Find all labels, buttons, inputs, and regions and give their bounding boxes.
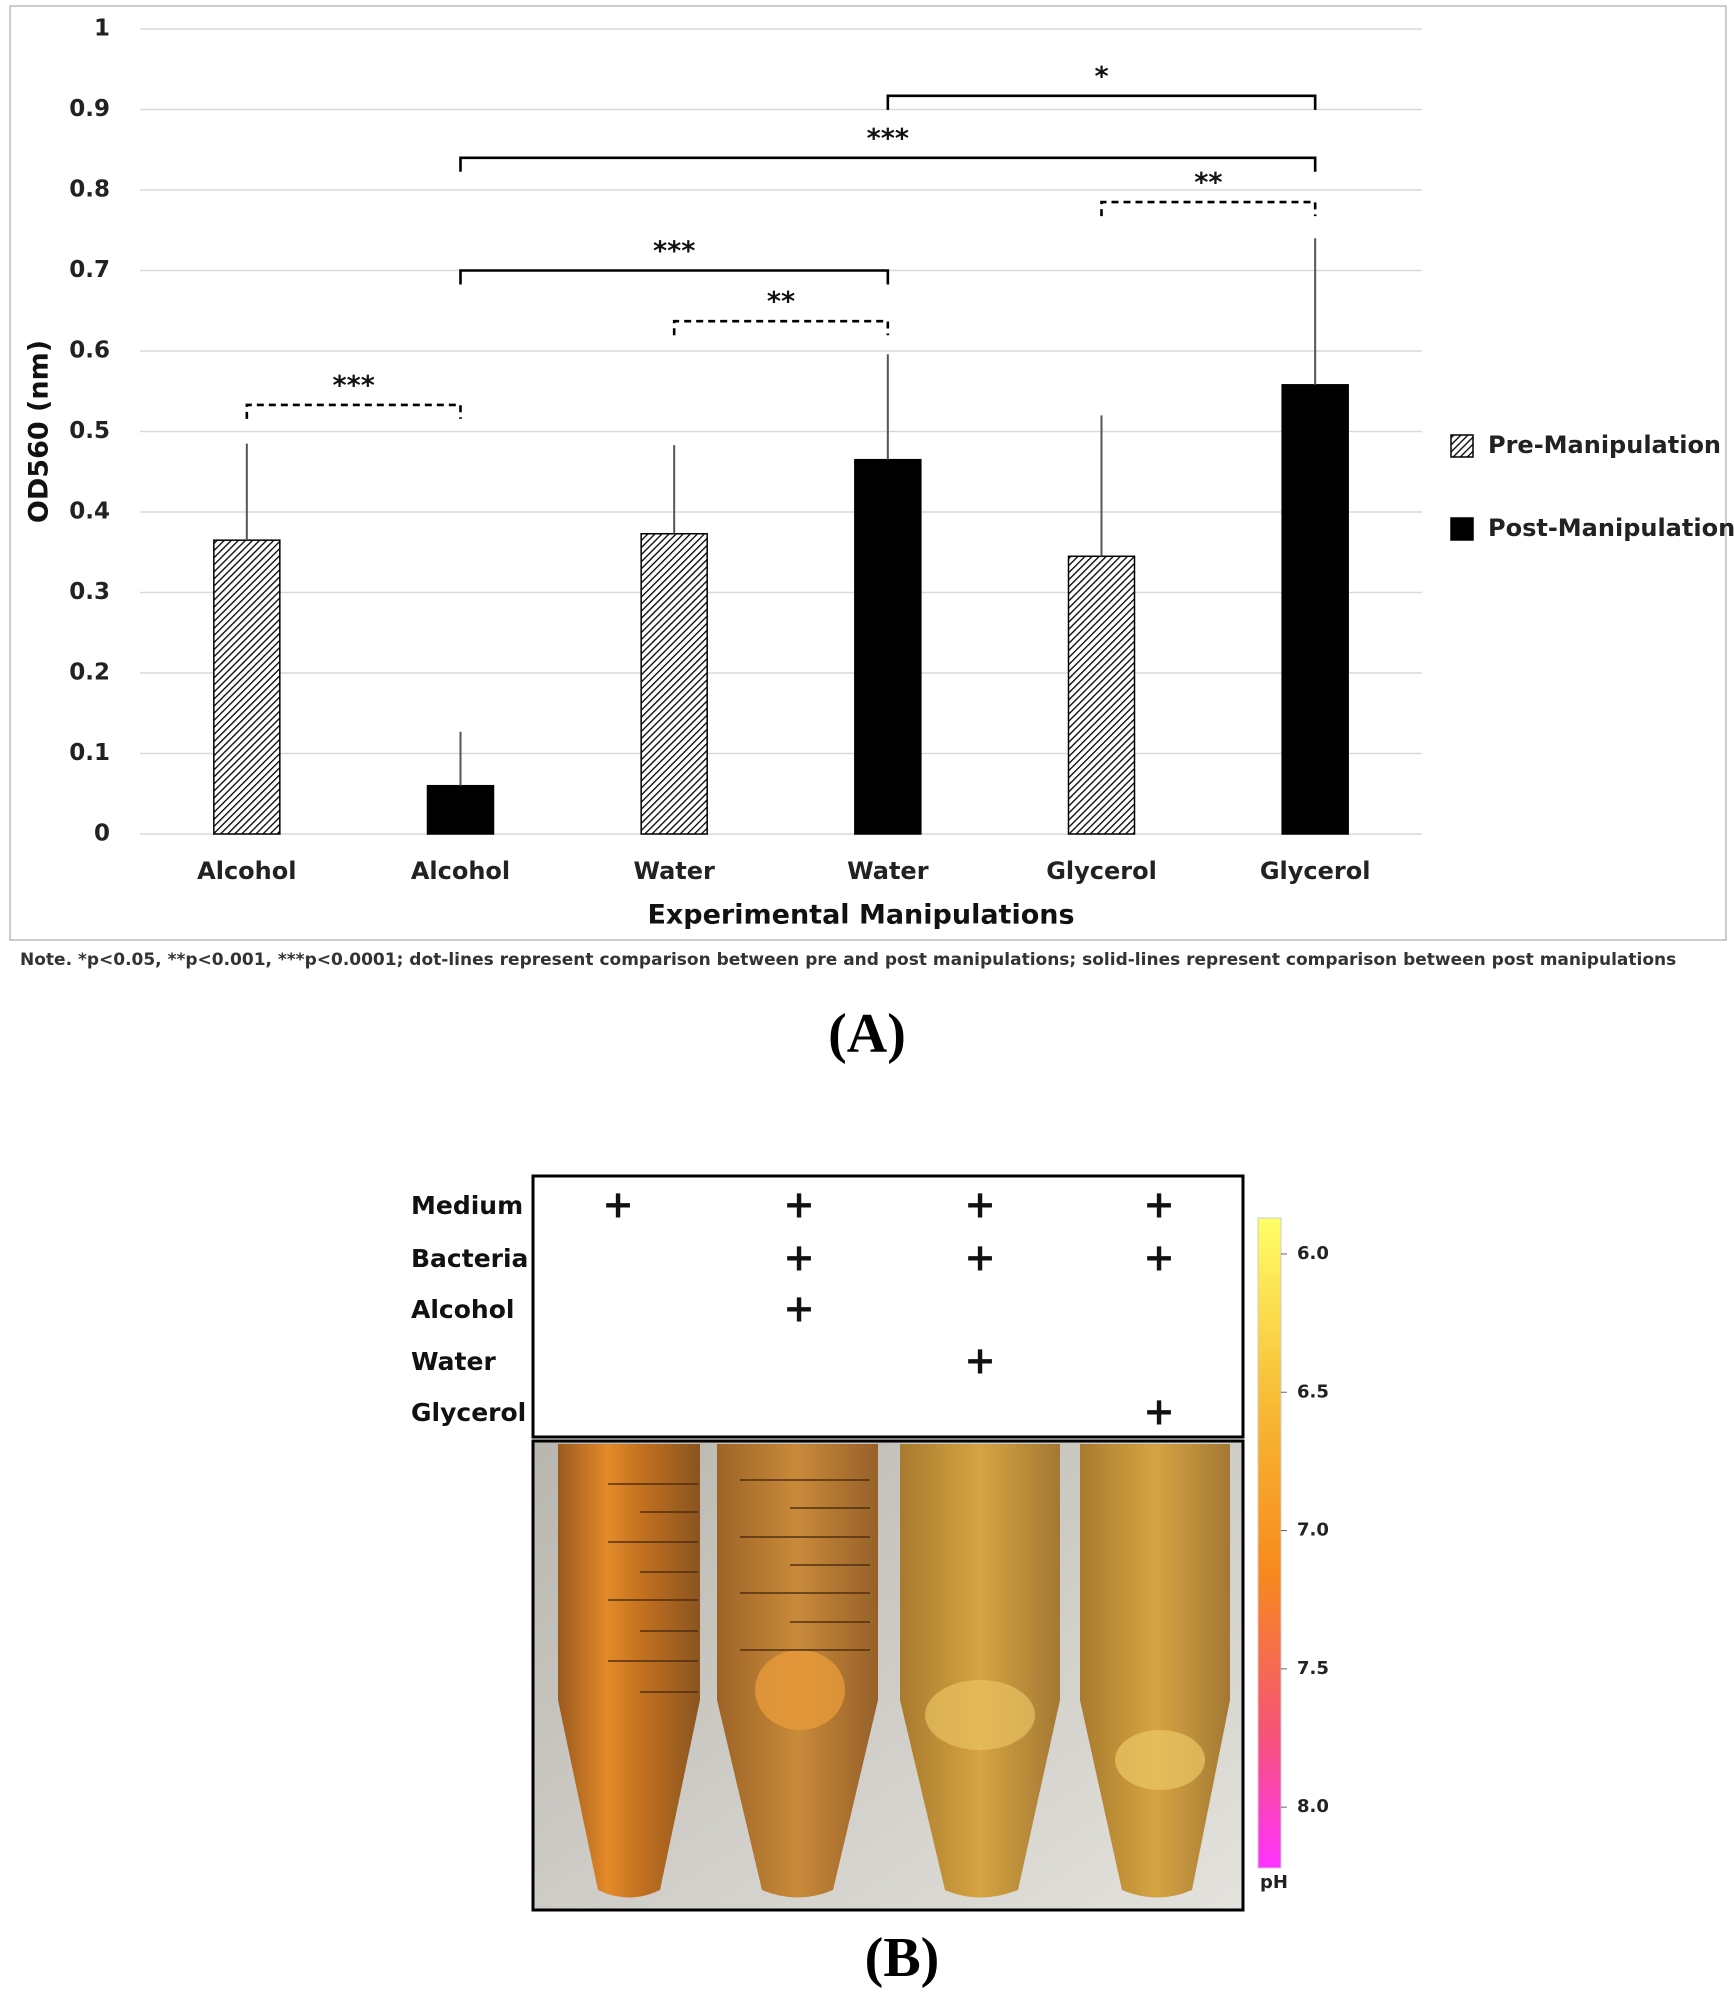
plus-mark: + bbox=[1143, 1183, 1175, 1227]
significance-label: *** bbox=[653, 236, 695, 267]
colorbar-tick-label: 7.0 bbox=[1297, 1520, 1329, 1541]
colorbar-tick-label: 8.0 bbox=[1297, 1796, 1329, 1817]
y-tick-label: 0.9 bbox=[69, 96, 110, 122]
plus-mark: + bbox=[783, 1183, 815, 1227]
y-axis-title: OD560 (nm) bbox=[24, 340, 55, 523]
note: Note. *p<0.05, **p<0.001, ***p<0.0001; d… bbox=[20, 950, 1676, 970]
y-tick-label: 0.5 bbox=[69, 418, 110, 444]
plus-mark: + bbox=[602, 1183, 634, 1227]
legend-label: Pre-Manipulation bbox=[1488, 431, 1721, 459]
plus-mark: + bbox=[964, 1236, 996, 1280]
bar bbox=[640, 532, 708, 835]
significance-label: * bbox=[1094, 61, 1108, 92]
colorbar-tick-label: 7.5 bbox=[1297, 1658, 1329, 1679]
row-label: Bacteria bbox=[411, 1244, 528, 1273]
plus-mark: + bbox=[1143, 1236, 1175, 1280]
x-tick-label: Glycerol bbox=[1260, 857, 1371, 885]
row-label: Glycerol bbox=[411, 1398, 526, 1427]
plus-mark: + bbox=[783, 1287, 815, 1331]
panel-label: (A) bbox=[828, 1003, 906, 1065]
row-label: Water bbox=[411, 1347, 496, 1376]
colorbar-tick-label: 6.5 bbox=[1297, 1381, 1329, 1402]
significance-bracket bbox=[886, 94, 1317, 110]
y-tick-label: 0.6 bbox=[69, 338, 110, 364]
significance-bracket bbox=[1100, 200, 1317, 217]
bar bbox=[426, 784, 495, 835]
x-tick-label: Alcohol bbox=[197, 857, 296, 885]
photo bbox=[531, 1439, 1245, 1912]
row-label: Alcohol bbox=[411, 1295, 514, 1324]
significance-label: *** bbox=[867, 123, 909, 154]
y-tick-label: 0.7 bbox=[69, 257, 110, 283]
plus-mark: + bbox=[964, 1183, 996, 1227]
legend-label: Post-Manipulation bbox=[1488, 514, 1734, 542]
panel-label: (B) bbox=[865, 1927, 940, 1989]
plus-mark: + bbox=[783, 1236, 815, 1280]
bar bbox=[854, 458, 922, 835]
x-tick-label: Alcohol bbox=[411, 857, 510, 885]
x-tick-label: Water bbox=[633, 857, 715, 885]
table-frame bbox=[531, 1174, 1245, 1439]
significance-label: ** bbox=[767, 287, 795, 318]
bar bbox=[1067, 555, 1136, 835]
x-axis-title: Experimental Manipulations bbox=[647, 900, 1074, 931]
significance-bracket bbox=[459, 269, 890, 285]
row-label: Medium bbox=[411, 1191, 523, 1220]
colorbar bbox=[1257, 1217, 1282, 1869]
y-tick-label: 0.8 bbox=[69, 177, 110, 203]
plus-mark: + bbox=[1143, 1390, 1175, 1434]
bar bbox=[1281, 384, 1349, 835]
significance-label: ** bbox=[1194, 168, 1222, 199]
significance-label: *** bbox=[332, 370, 374, 401]
y-tick-label: 0.4 bbox=[69, 499, 110, 525]
y-tick-label: 0.2 bbox=[69, 660, 110, 686]
plus-mark: + bbox=[964, 1339, 996, 1383]
y-tick-label: 1 bbox=[94, 16, 110, 42]
significance-bracket bbox=[459, 156, 1317, 172]
y-tick-label: 0 bbox=[94, 821, 110, 847]
significance-bracket bbox=[672, 319, 890, 336]
legend-swatch bbox=[1450, 434, 1474, 458]
legend-swatch bbox=[1450, 517, 1474, 541]
y-tick-label: 0.3 bbox=[69, 579, 110, 605]
significance-bracket bbox=[245, 403, 462, 419]
x-tick-label: Glycerol bbox=[1046, 857, 1157, 885]
x-tick-label: Water bbox=[847, 857, 929, 885]
colorbar-label: pH bbox=[1260, 1872, 1288, 1893]
colorbar-tick-label: 6.0 bbox=[1297, 1243, 1329, 1264]
bar bbox=[213, 539, 281, 835]
y-tick-label: 0.1 bbox=[69, 740, 110, 766]
